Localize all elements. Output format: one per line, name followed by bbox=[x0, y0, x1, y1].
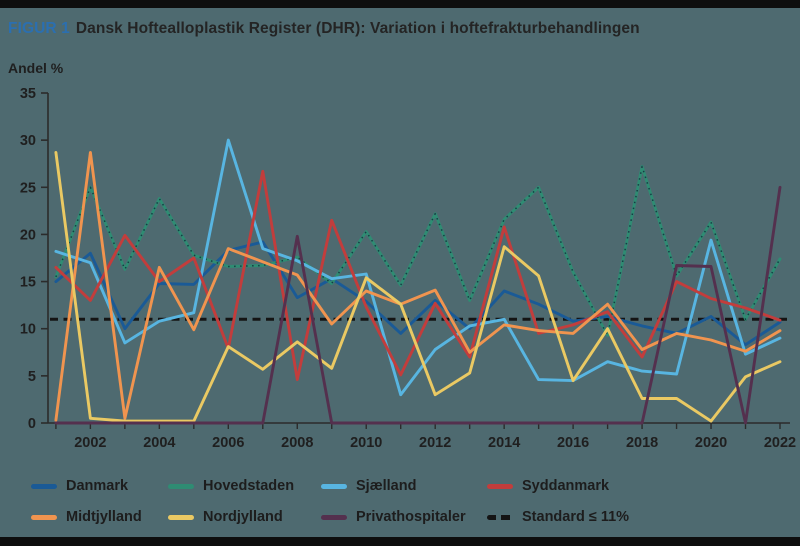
legend-label: Nordjylland bbox=[203, 509, 283, 525]
x-axis-tick-label: 2016 bbox=[557, 435, 589, 451]
series-line-privathospitaler bbox=[54, 185, 782, 425]
y-axis-tick-label: 0 bbox=[28, 416, 36, 432]
x-axis-tick-label: 2002 bbox=[74, 435, 106, 451]
top-border-bar bbox=[0, 0, 800, 8]
legend-item-nordjylland: Nordjylland bbox=[168, 508, 321, 526]
legend-line-swatch bbox=[31, 514, 57, 520]
legend-line-swatch bbox=[31, 483, 57, 489]
series-line-sjlland bbox=[54, 138, 782, 397]
legend-label: Sjælland bbox=[356, 478, 417, 494]
legend-line-swatch bbox=[168, 483, 194, 489]
x-axis-tick-label: 2014 bbox=[488, 435, 520, 451]
y-axis-tick-label: 20 bbox=[20, 227, 36, 243]
bottom-border-bar bbox=[0, 537, 800, 546]
y-axis-tick-label: 30 bbox=[20, 133, 36, 149]
legend-item-sjlland: Sjælland bbox=[321, 477, 487, 495]
y-axis-tick-label: 15 bbox=[20, 275, 36, 291]
legend-item-syddanmark: Syddanmark bbox=[487, 477, 790, 495]
x-axis-tick-label: 2020 bbox=[695, 435, 727, 451]
figure-title-text: Dansk Hoftealloplastik Register (DHR): V… bbox=[75, 20, 640, 37]
legend-item-privathospitaler: Privathospitaler bbox=[321, 508, 487, 526]
y-axis-unit-label: Andel % bbox=[8, 60, 64, 76]
legend-item-hovedstaden: Hovedstaden bbox=[168, 477, 321, 495]
legend-label: Privathospitaler bbox=[356, 509, 466, 525]
legend-item-danmark: Danmark bbox=[31, 477, 168, 495]
x-axis-tick-label: 2012 bbox=[419, 435, 451, 451]
x-axis-tick-label: 2022 bbox=[764, 435, 796, 451]
series-line-syddanmark bbox=[54, 169, 782, 382]
legend-line-swatch bbox=[168, 514, 194, 520]
legend-label: Syddanmark bbox=[522, 478, 610, 494]
x-axis-tick-label: 2018 bbox=[626, 435, 658, 451]
legend-line-swatch bbox=[487, 483, 513, 489]
y-axis-tick-label: 5 bbox=[28, 369, 36, 385]
legend-label: Hovedstaden bbox=[203, 478, 295, 494]
series-line-nordjylland bbox=[54, 150, 782, 423]
legend-label: Midtjylland bbox=[66, 509, 142, 525]
legend-line-swatch bbox=[321, 514, 347, 520]
legend-label: Standard ≤ 11% bbox=[522, 509, 630, 525]
x-axis-tick-label: 2006 bbox=[212, 435, 244, 451]
y-axis-tick-label: 10 bbox=[20, 322, 36, 338]
legend-label: Danmark bbox=[66, 478, 129, 494]
series-line-danmark bbox=[54, 240, 782, 347]
x-axis-tick-label: 2010 bbox=[350, 435, 382, 451]
chart-legend: Danmark Hovedstaden Sjælland Syddanmark Midt… bbox=[31, 477, 790, 526]
legend-dashed-line-swatch bbox=[487, 514, 513, 520]
legend-line-swatch bbox=[321, 483, 347, 489]
legend-item-midtjylland: Midtjylland bbox=[31, 508, 168, 526]
y-axis-tick-label: 25 bbox=[20, 180, 36, 196]
x-axis-tick-label: 2004 bbox=[143, 435, 175, 451]
legend-item-standard11: Standard ≤ 11% bbox=[487, 508, 790, 526]
series-line-hovedstaden bbox=[54, 165, 782, 337]
y-axis-tick-label: 35 bbox=[20, 86, 36, 102]
figure-number-label: FIGUR 1 bbox=[8, 20, 70, 37]
figure-title: FIGUR 1 Dansk Hoftealloplastik Register (… bbox=[8, 20, 640, 38]
x-axis-tick-label: 2008 bbox=[281, 435, 313, 451]
